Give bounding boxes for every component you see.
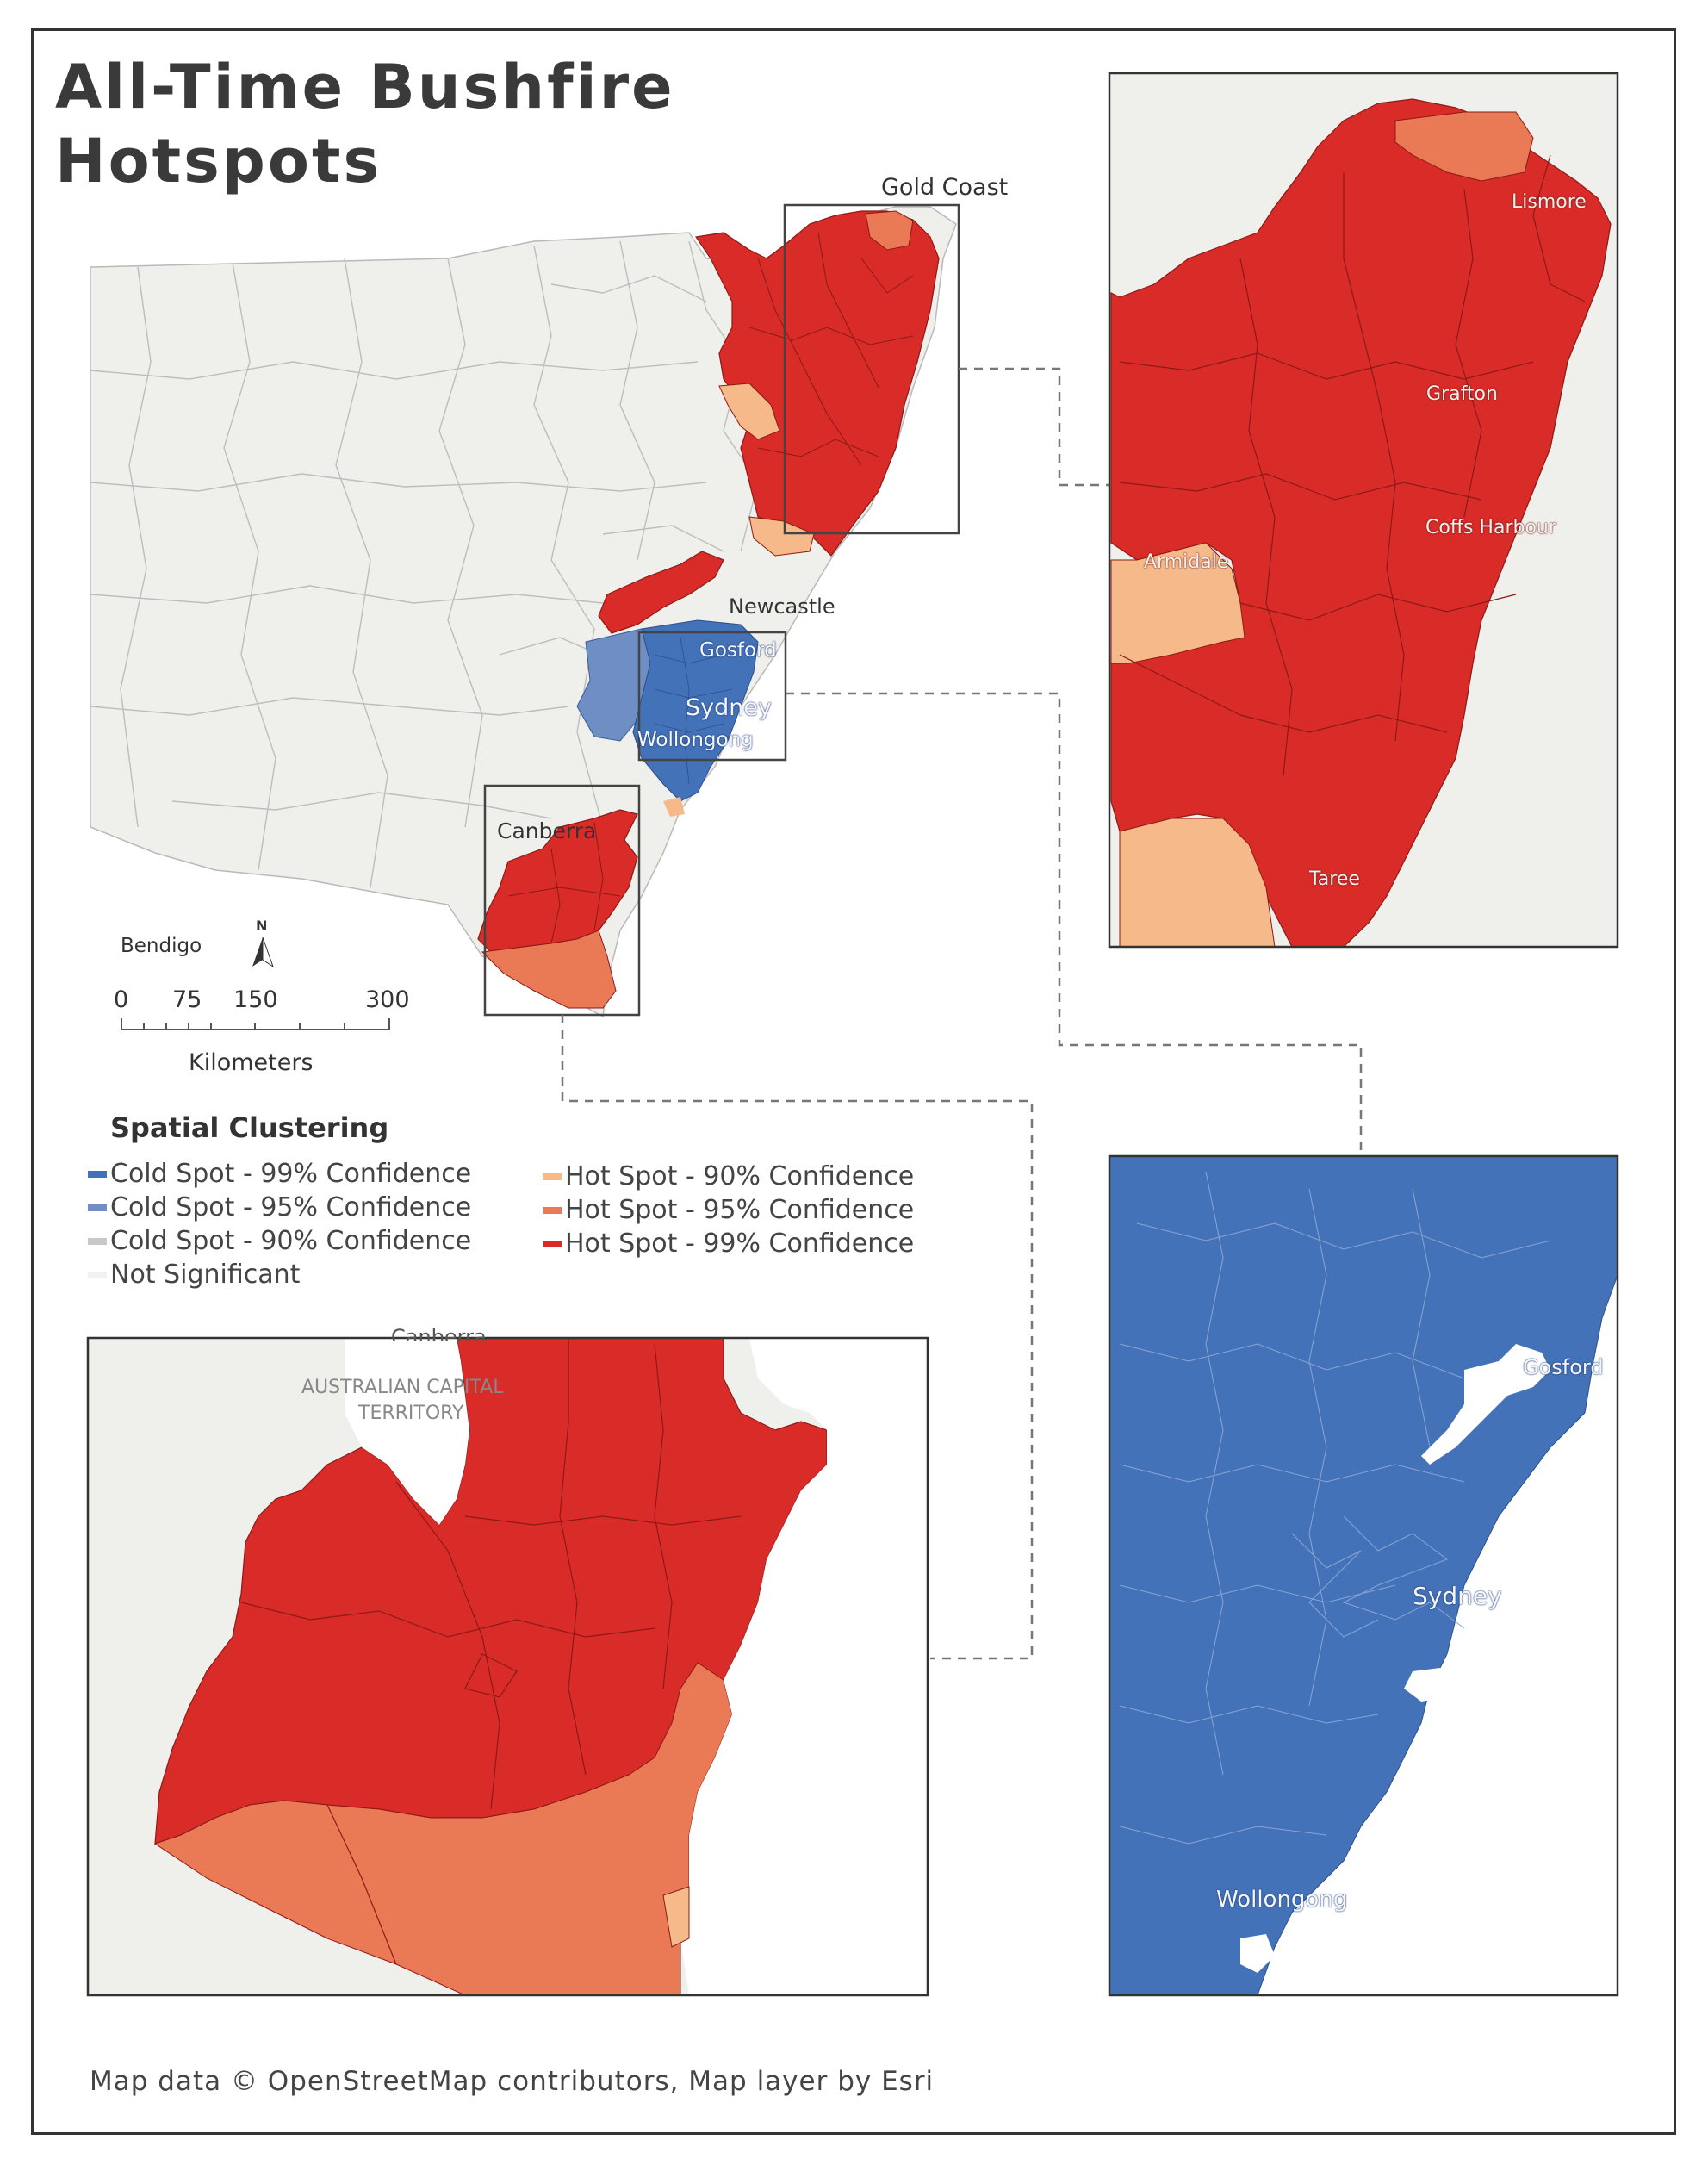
- inset-south-coast: [86, 1336, 929, 1997]
- label-sydney: Sydney: [686, 694, 772, 721]
- label-wollongong: Wollongong: [637, 729, 754, 751]
- inset-north-hot95: [1394, 111, 1534, 182]
- north-coast-hotspot: [694, 210, 940, 557]
- map-credit: Map data © OpenStreetMap contributors, M…: [90, 2066, 935, 2097]
- label-taree: Taree: [1309, 868, 1360, 890]
- north-arrow-label: N: [256, 918, 268, 934]
- inset-south-hot95: [153, 1662, 733, 1996]
- legend-swatch-hot95: [543, 1206, 562, 1214]
- leader-lines: [561, 367, 1363, 1660]
- inset-south-act-gap: [345, 1338, 469, 1525]
- label-inset-sydney: Sydney: [1413, 1582, 1502, 1610]
- legend-label: Hot Spot - 99% Confidence: [565, 1229, 915, 1259]
- legend-label: Cold Spot - 99% Confidence: [110, 1159, 472, 1189]
- label-act-line-2: TERRITORY: [358, 1403, 464, 1424]
- scale-tick-150: 150: [233, 986, 278, 1013]
- legend-swatch-cold99: [88, 1170, 107, 1178]
- label-bendigo: Bendigo: [121, 935, 202, 957]
- label-lismore: Lismore: [1512, 191, 1587, 213]
- inset-south-white-area: [680, 1338, 928, 1995]
- legend-item: Cold Spot - 95% Confidence: [88, 1192, 471, 1222]
- main-map: [90, 203, 1363, 1660]
- inset-south-unit-hot90: [662, 1886, 690, 1948]
- inset-sydney-lines: [1119, 1171, 1551, 1845]
- label-coffs-harbour: Coffs Harbour: [1425, 517, 1556, 538]
- map-frame: [31, 28, 1676, 2135]
- label-armidale: Armidale: [1144, 551, 1229, 573]
- label-gosford: Gosford: [699, 639, 777, 662]
- inset-north-coast: [1108, 72, 1619, 949]
- legend-swatch-hot99: [543, 1240, 562, 1247]
- inset-sydney-harbour-north: [1421, 1344, 1550, 1465]
- legend-title: Spatial Clustering: [110, 1111, 389, 1144]
- legend-item: Hot Spot - 99% Confidence: [543, 1229, 914, 1259]
- south-coast-lines: [507, 822, 621, 944]
- scale-unit: Kilometers: [189, 1049, 314, 1076]
- label-grafton: Grafton: [1426, 383, 1498, 405]
- inset-north-hot90-a: [1110, 542, 1245, 664]
- label-canberra: Canberra: [497, 818, 597, 843]
- legend-item: Cold Spot - 99% Confidence: [88, 1159, 471, 1189]
- sydney-lines: [654, 637, 733, 785]
- north-coast-hot90-a: [718, 383, 780, 440]
- inset-south-lines: [240, 1338, 742, 1965]
- legend-swatch-hot90: [543, 1173, 562, 1180]
- central-hotspot: [598, 551, 724, 634]
- south-coast-hot95: [481, 930, 617, 1009]
- legend-label: Not Significant: [110, 1260, 301, 1290]
- inset-sydney-lake: [1240, 1934, 1275, 1973]
- label-inset-gosford: Gosford: [1523, 1355, 1604, 1379]
- scale-tick-300: 300: [365, 986, 410, 1013]
- legend-label: Cold Spot - 90% Confidence: [110, 1226, 472, 1256]
- north-coast-hot95: [865, 210, 914, 251]
- inset-sydney-bay: [1404, 1667, 1464, 1702]
- legend-label: Cold Spot - 95% Confidence: [110, 1192, 472, 1222]
- inset-north-lines: [1119, 154, 1586, 776]
- extent-box-sydney: [637, 631, 787, 762]
- label-inset-wollongong: Wollongong: [1216, 1887, 1348, 1913]
- title-line-1: All-Time Bushfire: [55, 52, 675, 122]
- legend-item: Hot Spot - 95% Confidence: [543, 1195, 914, 1225]
- label-newcastle: Newcastle: [729, 594, 835, 619]
- legend-swatch-cold95: [88, 1204, 107, 1211]
- inset-sydney: [1108, 1154, 1619, 1997]
- legend-label: Hot Spot - 90% Confidence: [565, 1161, 915, 1191]
- scale-tick-75: 75: [172, 986, 202, 1013]
- legend-item: Hot Spot - 90% Confidence: [543, 1161, 914, 1191]
- legend-swatch-cold90: [88, 1237, 107, 1245]
- label-gold-coast: Gold Coast: [881, 174, 1009, 201]
- legend-item: Cold Spot - 90% Confidence: [88, 1226, 471, 1256]
- south-of-wollongong-hot90: [663, 797, 685, 817]
- legend-swatch-not-significant: [88, 1271, 107, 1278]
- scale-tick-0: 0: [114, 986, 129, 1013]
- label-act-line-1: AUSTRALIAN CAPITAL: [301, 1377, 504, 1398]
- legend-item: Not Significant: [88, 1260, 300, 1290]
- title-line-2: Hotspots: [55, 126, 382, 196]
- scale-bar: [121, 1018, 390, 1030]
- north-arrow-icon: [252, 936, 274, 968]
- legend-label: Hot Spot - 95% Confidence: [565, 1195, 915, 1225]
- north-coast-lines: [748, 232, 914, 466]
- label-inset-canberra-partial: Canberra: [391, 1325, 487, 1341]
- map-title: All-Time Bushfire Hotspots: [55, 50, 675, 198]
